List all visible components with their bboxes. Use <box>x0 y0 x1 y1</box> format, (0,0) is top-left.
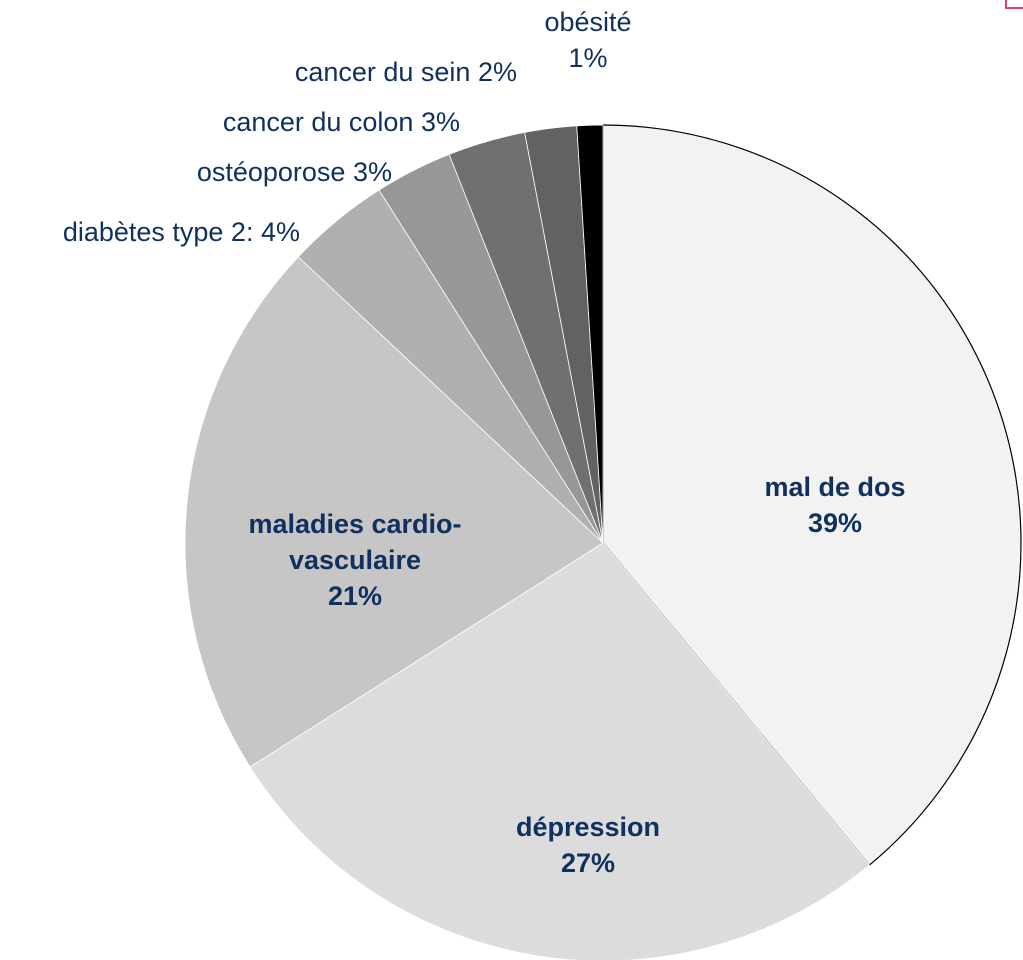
slice-label: cancer du colon 3% <box>223 104 460 140</box>
value-label: 27% <box>560 848 616 878</box>
slice-label: mal de dos 39% <box>725 469 945 541</box>
value-label: 2% <box>477 57 517 87</box>
pie-slice <box>576 124 604 544</box>
category-label: ostéoporose <box>196 157 346 187</box>
category-label: obésité <box>544 7 632 37</box>
category-label: dépression <box>515 812 661 842</box>
slice-label: dépression 27% <box>478 809 698 881</box>
category-label: diabètes type 2: <box>62 217 254 247</box>
category-label: mal de dos <box>764 472 906 502</box>
slice-label: ostéoporose 3% <box>197 154 392 190</box>
value-label: 21% <box>327 581 383 611</box>
corner-fragment <box>1005 0 1023 9</box>
value-label: 3% <box>352 157 392 187</box>
slice-label: maladies cardio-vasculaire 21% <box>220 506 490 614</box>
category-label: cancer du colon <box>222 107 414 137</box>
slice-label: cancer du sein 2% <box>295 54 517 90</box>
value-label: 4% <box>260 217 300 247</box>
slice-label: obésité 1% <box>518 4 658 76</box>
slice-label: diabètes type 2: 4% <box>63 214 300 250</box>
category-label: cancer du sein <box>294 57 471 87</box>
pie-slice <box>249 542 871 960</box>
value-label: 1% <box>568 43 608 73</box>
category-label: maladies cardio-vasculaire <box>248 509 462 575</box>
pie-slice <box>184 256 604 768</box>
value-label: 39% <box>807 508 863 538</box>
pie-slice <box>602 124 1022 866</box>
value-label: 3% <box>420 107 460 137</box>
